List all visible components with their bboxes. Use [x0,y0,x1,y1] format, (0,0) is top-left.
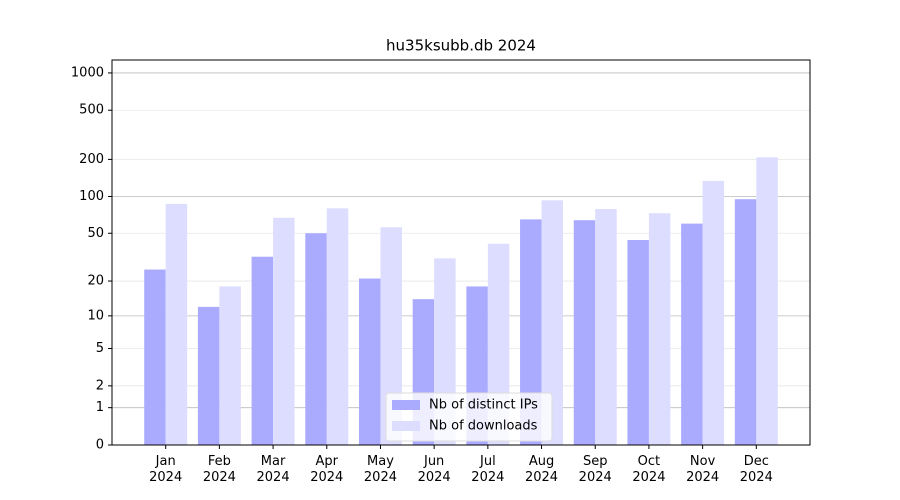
legend: Nb of distinct IPs Nb of downloads [385,392,553,442]
bar [648,213,671,445]
bar [326,208,349,445]
x-tick-label: Aug 2024 [525,454,558,485]
bar [197,306,220,445]
bar [520,219,542,445]
bar [702,180,725,445]
y-tick-label: 100 [79,189,104,204]
bar [541,200,564,445]
x-tick-label: Nov 2024 [686,454,719,485]
bar [305,233,327,445]
bar [756,157,778,445]
y-tick-label: 500 [79,103,104,118]
bar [595,209,617,445]
x-tick-label: Mar 2024 [257,454,290,485]
x-tick-label: Apr 2024 [310,454,343,485]
y-tick-label: 5 [96,341,104,356]
x-tick-label: Jun 2024 [418,454,451,485]
chart-title: hu35ksubb.db 2024 [386,37,536,55]
bar [627,240,649,445]
x-tick-label: Sep 2024 [579,454,612,485]
bar [273,217,295,445]
x-tick-label: Oct 2024 [632,454,665,485]
bar [380,227,402,445]
y-tick-label: 10 [87,308,104,323]
bar [573,220,596,445]
x-tick-label: Dec 2024 [740,454,773,485]
bar [219,286,241,445]
y-tick-label: 1000 [71,65,104,80]
y-tick-label: 200 [79,152,104,167]
bar [251,256,274,445]
bar [734,199,757,445]
legend-swatch [392,400,420,410]
x-tick-label: Feb 2024 [203,454,236,485]
legend-label: Nb of downloads [429,419,538,434]
y-tick-label: 50 [87,226,104,241]
x-tick-label: May 2024 [364,454,397,485]
x-tick-label: Jan 2024 [149,454,182,485]
plot-frame [111,59,811,446]
x-tick-label: Jul 2024 [471,454,504,485]
y-tick-label: 0 [96,438,104,453]
legend-swatch [392,421,420,431]
y-tick-label: 20 [87,274,104,289]
legend-box [385,392,553,442]
y-tick-label: 2 [96,378,104,393]
bar [358,278,381,445]
y-tick-label: 1 [96,400,104,415]
legend-label: Nb of distinct IPs [429,398,538,413]
bar [144,269,166,445]
bar [165,203,188,445]
bar [681,223,703,445]
